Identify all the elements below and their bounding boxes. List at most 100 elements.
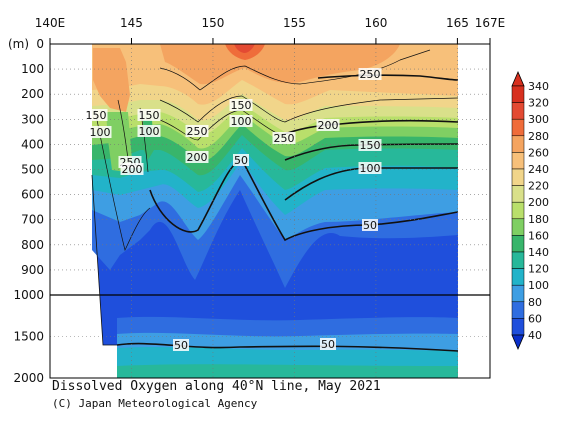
colorbar-segment [511, 318, 525, 336]
contour-label-bg [358, 162, 382, 174]
colorbar-tick-label: 280 [528, 130, 549, 143]
y-tick-label: 100 [21, 62, 44, 76]
y-tick-label: 0 [36, 37, 44, 51]
contour-label-bg [185, 125, 209, 137]
contour-label: 250 [360, 68, 381, 81]
colorbar-tick-label: 340 [528, 80, 549, 93]
contour-250 [317, 74, 459, 81]
contour-label-bg [362, 219, 378, 231]
colorbar-segment [511, 102, 525, 120]
contour-label-bg [137, 125, 161, 137]
colorbar-tick-label: 240 [528, 163, 549, 176]
contour-label: 200 [122, 163, 143, 176]
contour-label: 100 [360, 162, 381, 175]
contour-thin-1 [159, 49, 431, 91]
contour-label: 200 [318, 119, 339, 132]
colorbar-tick-label: 120 [528, 263, 549, 276]
y-tick-label: 500 [21, 163, 44, 177]
contour-200 [281, 119, 459, 136]
colorbar-tick-label: 80 [528, 296, 542, 309]
colorbar-tick-label: 60 [528, 312, 542, 325]
contour-label: 150 [86, 109, 107, 122]
x-tick-label: 140E [35, 16, 66, 30]
contour-label: 100 [139, 125, 160, 138]
y-tick-label: 200 [21, 87, 44, 101]
colorbar-segment [511, 118, 525, 137]
y-tick-label: 700 [21, 213, 44, 227]
y-axis-ticks: 0 100 200 300 400 500 600 700 800 900 1000 1500 2000… [8, 37, 44, 385]
colorbar-tick-label: 260 [528, 146, 549, 159]
contour-label-bg [84, 109, 108, 121]
contour-lines [94, 49, 459, 352]
colorbar-tick-label: 180 [528, 213, 549, 226]
colorbar-tick-label: 320 [528, 97, 549, 110]
y-tick-label: 1500 [13, 330, 44, 344]
y-tick-label: 2000 [13, 371, 44, 385]
topography-line [91, 174, 117, 346]
field-upper-280 [160, 44, 400, 85]
y-tick-label: 900 [21, 263, 44, 277]
field-upper-320 [234, 44, 255, 53]
contour-label-bg [358, 68, 382, 80]
contour-label-bg [185, 151, 209, 163]
colorbar-tick-label: 100 [528, 279, 549, 292]
colorbar-segment [511, 301, 525, 319]
colorbar-tick-label: 220 [528, 180, 549, 193]
contour-label-bg [272, 132, 296, 144]
x-tick-label: 160 [364, 16, 387, 30]
x-tick-label: 165 [446, 16, 469, 30]
chart-title: Dissolved Oxygen along 40°N line, May 20… [52, 379, 381, 394]
plot-frame [49, 43, 491, 379]
contour-label: 50 [321, 338, 335, 351]
colorbar-segment [511, 168, 525, 186]
contour-label-bg [316, 119, 340, 131]
colorbar-segment [511, 251, 525, 269]
contour-label-bg [137, 109, 161, 121]
colorbar-segment [511, 201, 525, 220]
contour-label: 50 [234, 154, 248, 167]
contour-label: 250 [274, 132, 295, 145]
colorbar-segment [511, 152, 525, 170]
x-tick-label: 155 [283, 16, 306, 30]
contour-thin-3 [159, 109, 286, 141]
x-axis-ticks: 140E 145 150 155 160 165 167E [35, 16, 505, 44]
colorbar-tick-label: 140 [528, 246, 549, 259]
contour-label: 100 [90, 126, 111, 139]
contour-label: 150 [231, 99, 252, 112]
colorbar-segment [511, 218, 525, 236]
colorbar-tick-label: 200 [528, 196, 549, 209]
contour-label-bg [233, 154, 249, 166]
colorbar-segment [511, 185, 525, 203]
chart-credit: (C) Japan Meteorological Agency [52, 397, 258, 410]
y-tick-label: 300 [21, 112, 44, 126]
grid-lines [50, 44, 490, 378]
colorbar-bottom-arrow [511, 334, 525, 351]
contour-label-bg [320, 338, 336, 350]
colorbar-segment [511, 268, 525, 286]
y-tick-label: 400 [21, 137, 44, 151]
colorbar-segment [511, 85, 525, 103]
contour-label: 250 [187, 125, 208, 138]
colorbar-segment [511, 284, 525, 303]
contour-deep-50 [116, 342, 459, 352]
colorbar-tick-label: 300 [528, 113, 549, 126]
contour-label: 150 [360, 139, 381, 152]
contour-label: 200 [187, 151, 208, 164]
y-tick-label: 1000 [13, 288, 44, 302]
x-tick-label: 145 [120, 16, 143, 30]
contour-label-bg [173, 339, 189, 351]
contour-50 [149, 159, 459, 242]
colorbar-tick-label: 40 [528, 329, 542, 342]
contour-label-bg [120, 163, 144, 175]
colorbar-top-arrow [511, 70, 525, 87]
contour-label: 50 [174, 339, 188, 352]
field-deep-120 [117, 364, 458, 378]
contour-label-bg [358, 139, 382, 151]
y-tick-label: 600 [21, 188, 44, 202]
colorbar: 340 320 300 280 260 240 220 200 180 160 140 120 100 8… [511, 70, 549, 351]
x-tick-label: 150 [202, 16, 225, 30]
colorbar-segment [511, 235, 525, 253]
contour-label-bg [88, 126, 112, 138]
